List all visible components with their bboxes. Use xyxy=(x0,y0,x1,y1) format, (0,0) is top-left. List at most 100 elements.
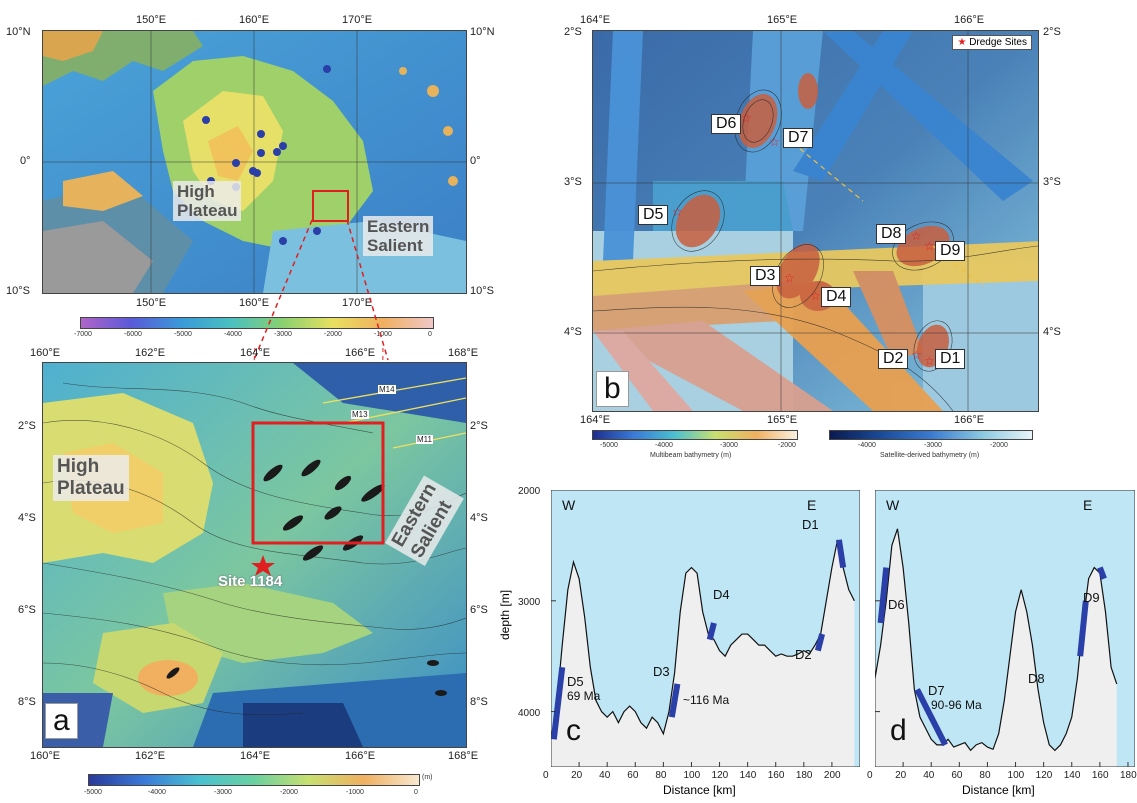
map-b-lat-left-0: 2°S xyxy=(564,26,582,38)
map-b-cb2-tick-2: -2000 xyxy=(990,442,1008,449)
map-a-cb-tick-2: -3000 xyxy=(214,789,232,796)
overview-lon-top-2: 170°E xyxy=(342,14,373,26)
x-tick-label: 180 xyxy=(795,770,813,781)
dredge-d6: D6 xyxy=(711,114,742,134)
profile-d-plot xyxy=(874,489,1136,768)
dredge-star-icon: ☆ xyxy=(924,239,935,253)
x-tick-label: 60 xyxy=(627,770,639,781)
lineation-m14: M14 xyxy=(378,385,396,394)
map-a-lat-right-0: 2°S xyxy=(470,420,488,432)
dredge-d3: D3 xyxy=(750,266,781,286)
site-1184-marker xyxy=(251,555,275,576)
x-tick-label: 140 xyxy=(739,770,757,781)
map-a-lat-left-2: 6°S xyxy=(18,604,36,616)
map-b-cb1-tick-0: -5000 xyxy=(600,442,618,449)
profile-c-plot xyxy=(550,489,861,768)
dredge-sample-segment xyxy=(1077,600,1089,657)
profiles-y-tick-1: 3000 xyxy=(518,597,541,608)
lineation-m11: M11 xyxy=(416,435,433,444)
panel-letter-a: a xyxy=(45,703,78,739)
map-b-colorbar-satellite xyxy=(829,430,1033,440)
dredge-star-icon: ☆ xyxy=(810,289,821,303)
map-a-cb-tick-1: -4000 xyxy=(148,789,166,796)
x-tick-label: 20 xyxy=(895,770,907,781)
overview-cb-tick-6: -1000 xyxy=(374,331,392,338)
x-tick-label: 180 xyxy=(1119,770,1137,781)
map-b-cb1-tick-2: -3000 xyxy=(720,442,738,449)
profile-c-west: W xyxy=(562,497,576,513)
overview-map-raster xyxy=(43,31,466,293)
map-a-study-box xyxy=(251,421,385,545)
site-1184-label: Site 1184 xyxy=(218,573,283,590)
overview-cb-tick-7: 0 xyxy=(428,331,432,338)
overview-lat-left-0: 10°N xyxy=(6,26,31,38)
dredge-sample-segment xyxy=(835,539,847,569)
dredge-sample-segment xyxy=(668,683,681,718)
sample-d2-label: D2 xyxy=(795,647,812,662)
map-a-lon-top-2: 164°E xyxy=(240,347,271,359)
map-b-lat-left-2: 4°S xyxy=(564,326,582,338)
profile-seafloor-fill xyxy=(551,539,855,767)
map-b-cb2-tick-0: -4000 xyxy=(858,442,876,449)
overview-lon-top-1: 160°E xyxy=(239,14,270,26)
dredge-star-icon: ★ xyxy=(957,37,967,48)
overview-lat-right-2: 10°S xyxy=(470,285,494,297)
x-tick-label: 80 xyxy=(655,770,667,781)
map-b-legend: ★ Dredge Sites xyxy=(952,35,1032,50)
sample-d4-label: D4 xyxy=(713,587,730,602)
overview-cb-tick-0: -7000 xyxy=(74,331,92,338)
panel-letter-b: b xyxy=(596,371,629,407)
dredge-sample-segment xyxy=(877,567,890,624)
dredge-d5: D5 xyxy=(638,205,669,225)
map-b-lat-right-2: 4°S xyxy=(1043,326,1061,338)
map-b-cb2-title: Satellite-derived bathymetry (m) xyxy=(880,452,980,459)
map-a-raster xyxy=(43,363,466,747)
profile-d-chart: 0 20 40 60 80 100 120 140 160 180 xyxy=(867,489,1137,781)
map-b-lon-top-1: 165°E xyxy=(767,14,798,26)
overview-cb-tick-3: -4000 xyxy=(224,331,242,338)
map-a: High Plateau Eastern Salient Site 1184 M… xyxy=(42,362,467,748)
profile-seafloor-line xyxy=(874,528,1118,752)
profile-d-west: W xyxy=(886,497,900,513)
profiles-y-tick-0: 2000 xyxy=(518,486,541,497)
x-tick-label: 160 xyxy=(767,770,785,781)
x-tick-label: 120 xyxy=(711,770,729,781)
map-a-cb-tick-4: -1000 xyxy=(346,789,364,796)
map-a-cb-tick-5: 0 xyxy=(414,789,418,796)
x-tick-label: 0 xyxy=(543,770,549,781)
map-a-lat-left-3: 8°S xyxy=(18,696,36,708)
overview-lon-bottom-0: 150°E xyxy=(136,297,167,309)
overview-cb-tick-2: -5000 xyxy=(174,331,192,338)
dredge-star-icon: ☆ xyxy=(784,271,795,285)
overview-cb-tick-5: -2000 xyxy=(324,331,342,338)
overview-lon-bottom-2: 170°E xyxy=(342,297,373,309)
map-b-cb1-title: Multibeam bathymetry (m) xyxy=(650,452,732,459)
study-area-box xyxy=(312,190,349,222)
x-tick-label: 40 xyxy=(599,770,611,781)
legend-label: Dredge Sites xyxy=(969,37,1027,48)
dredge-star-icon: ☆ xyxy=(741,111,752,125)
map-a-lon-top-1: 162°E xyxy=(135,347,166,359)
map-a-lon-bottom-2: 164°E xyxy=(240,750,271,762)
map-a-lat-right-2: 6°S xyxy=(470,604,488,616)
overview-lat-right-1: 0° xyxy=(470,155,481,167)
map-a-lat-right-3: 8°S xyxy=(470,696,488,708)
overview-map: High Plateau Eastern Salient xyxy=(42,30,467,294)
map-b-lat-right-1: 3°S xyxy=(1043,176,1061,188)
x-tick-label: 100 xyxy=(1007,770,1025,781)
dredge-sample-segment xyxy=(914,688,948,747)
sample-d7-label: D7 xyxy=(928,683,945,698)
sample-d9-label: D9 xyxy=(1083,590,1100,605)
overview-lon-top-0: 150°E xyxy=(136,14,167,26)
map-b-cb1-tick-3: -2000 xyxy=(778,442,796,449)
dredge-star-icon: ☆ xyxy=(911,348,922,362)
sample-d1-label: D1 xyxy=(802,517,819,532)
age-69-label: 69 Ma xyxy=(567,689,601,703)
sample-d8-label: D8 xyxy=(1028,671,1045,686)
profile-d-xlabel: Distance [km] xyxy=(962,783,1035,797)
x-tick-label: 160 xyxy=(1091,770,1109,781)
overview-label-eastern-salient: Eastern Salient xyxy=(363,216,434,256)
map-a-lon-bottom-3: 166°E xyxy=(345,750,376,762)
x-tick-label: 100 xyxy=(683,770,701,781)
